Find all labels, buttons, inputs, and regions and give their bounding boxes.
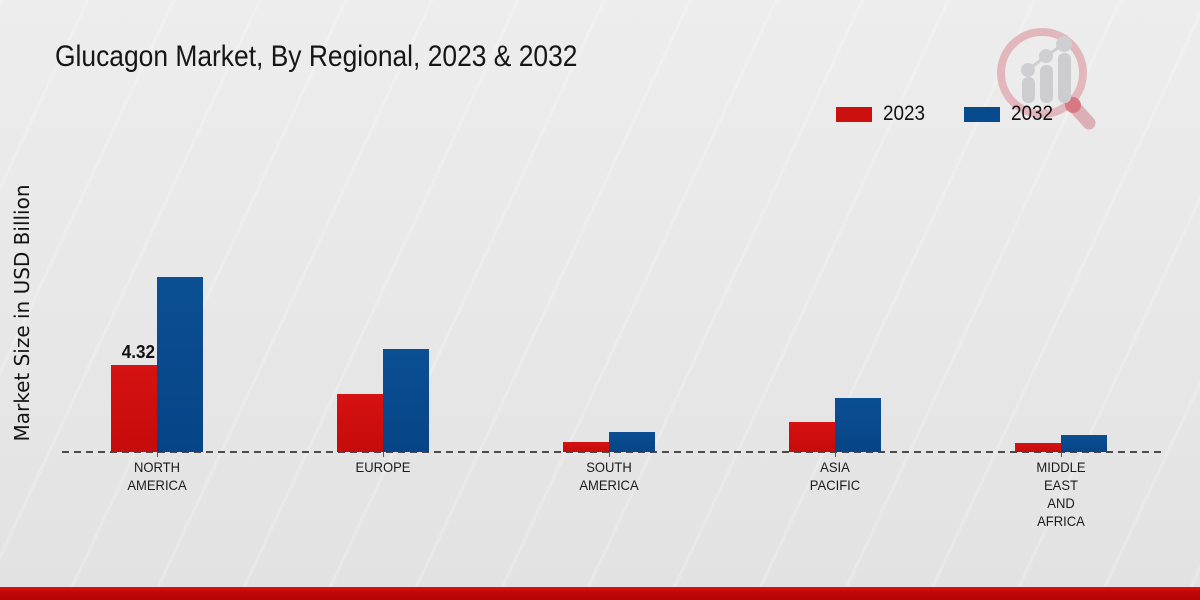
x-axis-category-label: MIDDLE EAST AND AFRICA xyxy=(1036,459,1086,529)
x-axis-baseline xyxy=(62,451,1163,453)
bar-2023-north-america xyxy=(111,365,157,452)
bar-2023-south-america xyxy=(563,442,609,452)
legend-item-2023: 2023 xyxy=(836,102,930,126)
x-axis-tick xyxy=(157,452,158,457)
legend-item-2032: 2032 xyxy=(963,102,1058,126)
legend-label-2032: 2032 xyxy=(1010,102,1053,125)
bar-2032-middle-east-and-africa xyxy=(1061,435,1107,452)
x-axis-tick xyxy=(835,452,836,457)
bar-2023-middle-east-and-africa xyxy=(1015,443,1061,452)
x-axis-tick xyxy=(1061,452,1062,457)
legend-swatch-2023 xyxy=(836,106,872,122)
bar-2023-europe xyxy=(337,394,383,452)
bar-2023-asia-pacific xyxy=(789,422,835,452)
x-axis-tick xyxy=(383,452,384,457)
bar-value-label: 4.32 xyxy=(121,342,155,362)
legend: 2023 2032 xyxy=(836,102,1057,126)
legend-label-2023: 2023 xyxy=(883,102,926,125)
bar-2032-south-america xyxy=(609,432,655,452)
magnifier-bar-chart-logo-icon xyxy=(997,28,1096,130)
x-axis-category-label: EUROPE xyxy=(355,459,411,475)
x-axis-category-label: SOUTH AMERICA xyxy=(579,459,639,493)
footer-brand-band xyxy=(0,587,1200,600)
legend-swatch-2032 xyxy=(963,106,1000,122)
x-axis-tick xyxy=(609,452,610,457)
x-axis-category-label: ASIA PACIFIC xyxy=(809,459,861,493)
y-axis-label: Market Size in USD Billion xyxy=(10,184,34,442)
bar-2032-europe xyxy=(383,349,429,452)
bar-2032-asia-pacific xyxy=(835,398,881,452)
chart-title: Glucagon Market, By Regional, 2023 & 203… xyxy=(55,40,578,73)
x-axis-category-label: NORTH AMERICA xyxy=(127,459,187,493)
bar-2032-north-america xyxy=(157,277,203,452)
